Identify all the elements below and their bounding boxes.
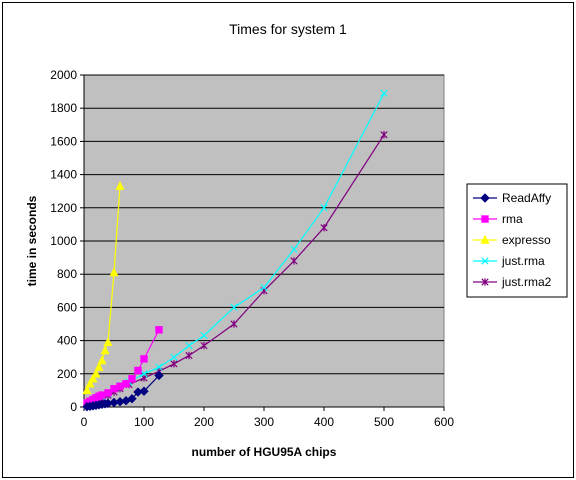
legend-label-just-rma: just.rma xyxy=(501,254,545,268)
legend-label-expresso: expresso xyxy=(502,233,551,247)
legend-marker-expresso xyxy=(480,234,490,244)
x-tick-label: 400 xyxy=(314,415,334,429)
data-point-just-rma2 xyxy=(290,257,298,265)
y-tick-label: 400 xyxy=(57,334,77,348)
series-readaffy xyxy=(82,370,164,412)
data-point-just-rma xyxy=(320,204,328,212)
y-tick-label: 1600 xyxy=(50,134,77,148)
series-expresso xyxy=(82,181,125,395)
x-tick-label: 500 xyxy=(374,415,394,429)
y-tick-label: 2000 xyxy=(50,68,77,82)
data-point-just-rma2 xyxy=(170,360,178,368)
data-point-expresso xyxy=(94,362,104,371)
x-tick-label: 100 xyxy=(134,415,154,429)
data-point-rma xyxy=(116,382,124,390)
x-tick-label: 300 xyxy=(254,415,274,429)
data-point-expresso xyxy=(115,181,125,190)
legend-item-readaffy: ReadAffy xyxy=(473,191,551,205)
data-point-expresso xyxy=(97,355,107,365)
x-axis-title: number of HGU95A chips xyxy=(192,445,337,459)
data-point-rma xyxy=(122,380,130,388)
data-point-rma xyxy=(98,391,106,399)
data-point-just-rma2 xyxy=(320,224,328,232)
data-point-just-rma2 xyxy=(230,320,238,328)
y-tick-label: 1400 xyxy=(50,168,77,182)
data-point-just-rma xyxy=(290,245,298,253)
data-point-expresso xyxy=(109,267,119,277)
data-point-just-rma2 xyxy=(200,341,208,350)
data-point-readaffy xyxy=(154,370,164,381)
y-tick-label: 200 xyxy=(57,367,77,381)
x-tick-label: 0 xyxy=(81,415,88,429)
data-point-just-rma xyxy=(260,283,268,292)
x-tick-label: 200 xyxy=(194,415,214,429)
data-point-readaffy xyxy=(127,393,137,404)
data-point-just-rma xyxy=(140,370,148,378)
data-point-just-rma xyxy=(200,331,208,340)
data-point-rma xyxy=(110,385,118,393)
data-point-just-rma xyxy=(170,353,178,361)
x-tick-label: 600 xyxy=(434,415,454,429)
data-point-expresso xyxy=(91,368,101,378)
data-point-rma xyxy=(140,355,148,363)
data-point-just-rma xyxy=(155,363,163,371)
data-point-just-rma xyxy=(185,341,193,350)
data-point-rma xyxy=(104,389,112,397)
legend-marker-rma xyxy=(481,215,489,223)
data-point-expresso xyxy=(103,337,113,346)
data-point-expresso xyxy=(100,345,110,355)
data-point-just-rma2 xyxy=(185,351,193,360)
data-point-just-rma xyxy=(230,303,238,312)
legend-marker-just-rma xyxy=(481,257,489,265)
data-point-just-rma xyxy=(380,89,388,97)
legend-item-just-rma: just.rma xyxy=(473,254,545,268)
data-point-expresso xyxy=(82,385,92,395)
y-tick-label: 600 xyxy=(57,300,77,314)
legend-item-just-rma2: just.rma2 xyxy=(473,275,552,289)
y-tick-label: 1000 xyxy=(50,234,77,248)
y-tick-label: 0 xyxy=(70,400,77,414)
legend-item-expresso: expresso xyxy=(473,233,551,247)
data-point-expresso xyxy=(85,378,95,388)
data-point-readaffy xyxy=(139,386,149,396)
axes: 0 200 400 600 800 1000 1200 1400 1600 1800 2000 0 10… xyxy=(50,68,454,429)
series-rma xyxy=(83,326,163,407)
data-point-rma xyxy=(155,326,163,334)
y-axis-title: time in seconds xyxy=(25,195,39,286)
data-point-rma xyxy=(128,375,136,383)
chart-title: Times for system 1 xyxy=(229,21,347,37)
data-point-rma xyxy=(134,366,142,375)
legend-label-just-rma2: just.rma2 xyxy=(501,275,552,289)
series-layer xyxy=(82,89,388,412)
legend: ReadAffy rma expresso just.rma just.rma2 xyxy=(473,191,552,289)
grid-lines xyxy=(84,74,444,375)
y-tick-label: 1200 xyxy=(50,201,77,215)
legend-marker-readaffy xyxy=(480,193,490,203)
data-point-expresso xyxy=(88,373,98,383)
legend-label-rma: rma xyxy=(502,212,523,226)
legend-label-readaffy: ReadAffy xyxy=(502,191,551,205)
y-tick-label: 1800 xyxy=(50,101,77,115)
data-point-just-rma2 xyxy=(380,131,388,139)
legend-item-rma: rma xyxy=(473,212,523,226)
legend-marker-just-rma2 xyxy=(481,278,489,286)
y-tick-label: 800 xyxy=(57,267,77,281)
